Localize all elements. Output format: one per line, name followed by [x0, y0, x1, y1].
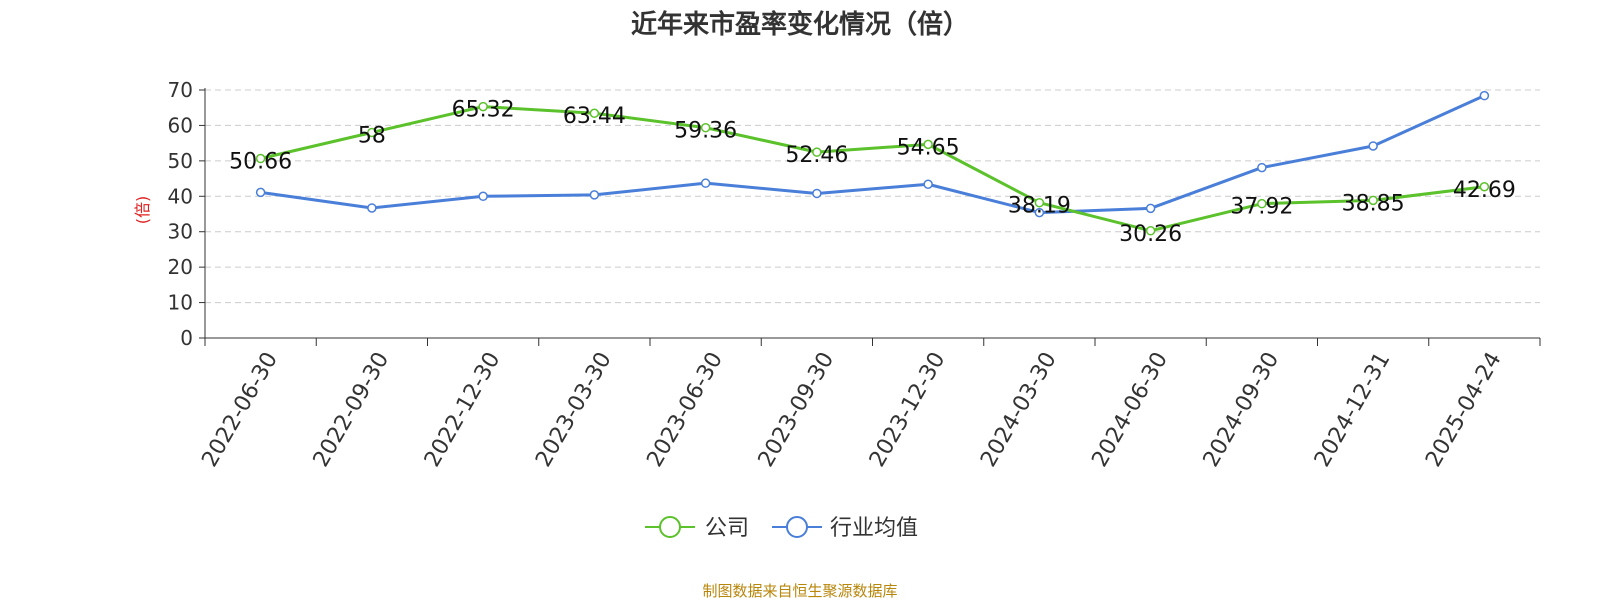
data-label: 50.66	[229, 150, 292, 175]
chart-title: 近年来市盈率变化情况（倍）	[630, 10, 969, 40]
y-tick-label: 0	[180, 326, 193, 350]
data-label: 63.44	[563, 104, 626, 129]
x-tick-label: 2024-06-30	[1087, 348, 1173, 471]
y-tick-label: 30	[168, 220, 193, 244]
data-point-company	[1479, 182, 1490, 192]
data-point-industry-avg	[1479, 90, 1490, 101]
data-point-company	[1368, 195, 1378, 206]
data-point-industry-avg	[1145, 203, 1156, 214]
data-point-company	[1034, 197, 1045, 208]
data-label: 65.32	[452, 98, 515, 123]
data-point-company	[478, 101, 488, 112]
data-point-company	[923, 139, 933, 150]
data-point-industry-avg	[923, 179, 933, 189]
y-tick-label: 20	[168, 255, 193, 279]
data-point-company	[812, 147, 822, 157]
x-tick-label: 2022-06-30	[197, 348, 283, 471]
data-point-industry-avg	[255, 187, 266, 198]
data-point-company	[255, 153, 266, 164]
x-tick-label: 2024-12-31	[1310, 348, 1396, 471]
data-label: 54.65	[897, 135, 960, 160]
data-label: 30.26	[1119, 222, 1182, 247]
data-point-company	[700, 122, 711, 133]
data-source-note: 制图数据来自恒生聚源数据库	[702, 582, 898, 600]
data-point-industry-avg	[367, 203, 377, 213]
data-point-industry-avg	[700, 178, 711, 188]
legend-marker-industry-avg	[786, 516, 808, 538]
x-tick-label: 2023-03-30	[531, 348, 617, 471]
data-point-company	[367, 127, 377, 138]
x-tick-label: 2024-03-30	[976, 348, 1062, 471]
x-tick-label: 2025-04-24	[1421, 348, 1507, 471]
data-point-industry-avg	[589, 190, 600, 200]
data-point-industry-avg	[1034, 207, 1045, 218]
y-tick-label: 50	[168, 149, 193, 173]
y-axis-label: (倍)	[133, 196, 152, 225]
data-point-company	[1257, 198, 1267, 209]
data-point-industry-avg	[1368, 141, 1378, 151]
data-point-industry-avg	[478, 191, 488, 202]
x-tick-label: 2023-06-30	[642, 348, 728, 471]
x-tick-label: 2023-12-30	[865, 348, 951, 471]
y-tick-label: 70	[168, 78, 193, 102]
data-label: 58	[358, 124, 386, 149]
data-point-industry-avg	[812, 188, 822, 199]
data-label: 59.36	[674, 119, 737, 144]
x-tick-label: 2024-09-30	[1199, 348, 1285, 471]
data-label: 38.85	[1342, 191, 1405, 216]
data-label: 52.46	[785, 143, 848, 168]
series-line-industry-avg	[260, 94, 1485, 215]
x-tick-label: 2023-09-30	[754, 348, 840, 471]
data-label: 38.19	[1008, 194, 1071, 219]
y-tick-label: 40	[168, 184, 193, 208]
data-label: 42.69	[1453, 178, 1516, 203]
series-line-company	[260, 105, 1485, 233]
x-tick-label: 2022-12-30	[420, 348, 506, 471]
legend-label-industry-avg: 行业均值	[830, 516, 918, 541]
y-tick-label: 10	[168, 291, 193, 315]
data-point-industry-avg	[1257, 162, 1267, 173]
data-point-company	[589, 108, 600, 118]
x-tick-label: 2022-09-30	[309, 348, 395, 471]
data-point-company	[1145, 226, 1156, 236]
legend-marker-company	[659, 516, 681, 538]
data-label: 37.92	[1230, 195, 1293, 220]
y-tick-label: 60	[168, 113, 193, 137]
legend-label-company: 公司	[705, 516, 749, 541]
